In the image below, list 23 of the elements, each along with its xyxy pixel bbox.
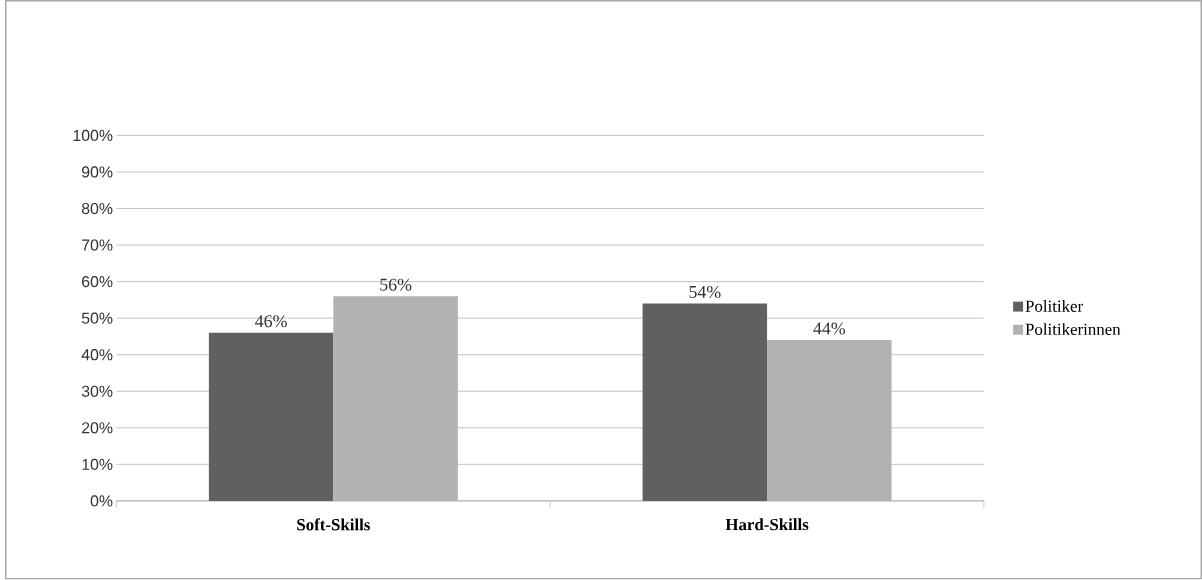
data-label: 54% xyxy=(689,286,721,299)
legend-label: Politikerinnen xyxy=(1025,323,1121,336)
y-tick-label: 70% xyxy=(82,239,113,251)
y-tick-label: 30% xyxy=(81,385,113,398)
y-tick-label: 40% xyxy=(81,349,113,361)
data-label: 44% xyxy=(813,322,846,335)
y-tick-label: 50% xyxy=(81,312,113,324)
data-label: 56% xyxy=(380,278,412,291)
y-tick-label: 100% xyxy=(73,130,113,142)
bar xyxy=(642,303,768,502)
x-tick-label: Hard-Skills xyxy=(725,518,809,531)
bar xyxy=(333,296,458,502)
y-tick-label: 20% xyxy=(82,422,113,434)
bar xyxy=(767,340,892,502)
y-tick-label: 60% xyxy=(82,276,113,288)
y-tick-label: 10% xyxy=(82,458,113,471)
bar xyxy=(208,332,334,502)
y-tick-label: 80% xyxy=(81,203,113,215)
data-label: 46% xyxy=(255,315,287,328)
y-tick-label: 0% xyxy=(90,495,113,507)
legend-label: Politiker xyxy=(1025,300,1083,313)
y-tick-label: 90% xyxy=(81,166,113,178)
x-tick-label: Soft-Skills xyxy=(297,518,370,531)
